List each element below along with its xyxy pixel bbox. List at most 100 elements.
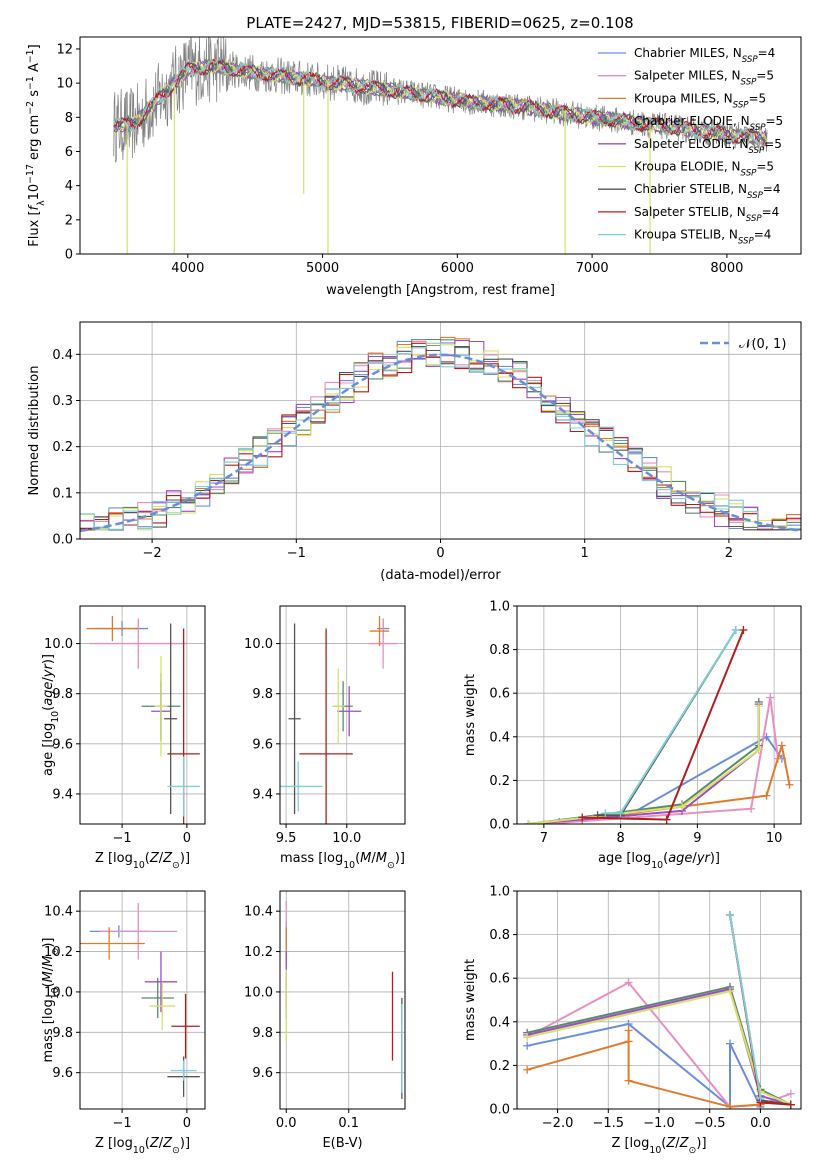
errorbar-point-salpeter_miles xyxy=(89,618,187,669)
label-part: −1 xyxy=(25,76,36,90)
x-tick-label: −1 xyxy=(113,831,132,846)
plot-area xyxy=(280,616,398,824)
legend-label: Kroupa STELIB, NSSP=4 xyxy=(634,228,771,247)
errorbar-point-salpeter_stelib xyxy=(171,993,200,1059)
errorbar-point-kroupa_stelib xyxy=(167,756,200,817)
label-part: Z [log xyxy=(95,1136,133,1151)
x-tick-label: 0 xyxy=(183,831,191,846)
y-tick-label: 0.0 xyxy=(489,818,510,833)
label-part: Z xyxy=(665,1136,676,1151)
legend-label: 𝒩(0, 1) xyxy=(739,337,786,352)
y-tick-label: 0.4 xyxy=(489,730,510,745)
weight-marker xyxy=(523,1033,532,1042)
label-part: ⊙ xyxy=(689,1145,697,1156)
y-tick-label: 10.0 xyxy=(44,637,73,652)
panels: 4000 5000 6000 7000 8000024681012wavelength … xyxy=(25,36,802,1156)
label-part: M xyxy=(41,971,56,982)
weight-marker xyxy=(726,910,734,919)
label-part: )] xyxy=(696,1136,706,1151)
weight-marker xyxy=(523,1065,532,1074)
label-part: )] xyxy=(41,938,56,948)
y-tick-label: 9.8 xyxy=(52,687,73,702)
y-tick-label: 2 xyxy=(65,213,73,228)
x-tick-label: 4000 xyxy=(171,261,204,276)
panel-spectrum: 4000 5000 6000 7000 8000 0 2 4 6 8 10 12 wavelength … xyxy=(25,36,802,298)
label-part: M xyxy=(41,956,56,967)
label-part: =4 xyxy=(762,205,780,219)
weight-marker xyxy=(756,1094,765,1103)
y-tick-label: 12 xyxy=(56,42,73,57)
y-tick-label: 0.6 xyxy=(489,972,510,987)
x-axis-label: Z [log10(Z/Z⊙)] xyxy=(611,1136,706,1156)
legend-label: Chabrier ELODIE, NSSP=5 xyxy=(634,114,783,133)
panel-age-vs-Z: −1 09.49.69.810.0Z [log10(Z/Z⊙)]age [log1… xyxy=(41,605,206,871)
plot-area xyxy=(523,910,795,1109)
panel-mass-vs-EBV: 0.0 0.1 9.6 9.8 10.0 10.2 10.4 E(B-V) xyxy=(244,890,406,1151)
errorbar-point-kroupa_elodie xyxy=(149,981,176,1031)
y-tick-label: 10.2 xyxy=(44,945,73,960)
weight-marker xyxy=(785,780,794,789)
histogram-kroupa_stelib xyxy=(80,342,801,530)
errorbar-point-kroupa_stelib xyxy=(280,761,323,812)
label-part: Kroupa MILES, N xyxy=(634,91,733,105)
label-part: / xyxy=(41,966,56,971)
weight-marker xyxy=(777,741,786,750)
axes-frame xyxy=(79,36,802,255)
label-part: s xyxy=(27,90,42,101)
y-axis-label: mass weight xyxy=(463,959,478,1041)
errorbar-point-salpeter_elodie xyxy=(337,686,362,737)
weight-marker xyxy=(754,702,763,711)
x-axis-label: mass [log10(M/M⊙)] xyxy=(280,851,405,871)
label-part: / xyxy=(41,677,56,682)
label-part: =5 xyxy=(764,137,782,151)
y-tick-label: 9.6 xyxy=(252,1066,273,1081)
label-part: erg cm xyxy=(27,115,42,164)
errorbar-point-kroupa_miles xyxy=(86,616,139,642)
y-tick-label: 0.2 xyxy=(489,1059,510,1074)
axes-frame xyxy=(79,890,206,1110)
y-tick-label: 9.8 xyxy=(252,687,273,702)
label-part: Flux [ xyxy=(27,210,42,246)
y-axis-label: mass weight xyxy=(463,674,478,756)
label-part: / xyxy=(371,851,376,866)
model-spectrum-salpeter_stelib xyxy=(113,58,768,148)
x-tick-label: 0.0 xyxy=(276,1116,297,1131)
x-tick-label: 9.5 xyxy=(276,831,297,846)
label-part: / xyxy=(159,1136,164,1151)
x-tick-label: −0.5 xyxy=(694,1116,726,1131)
y-tick-label: 0.3 xyxy=(52,394,73,409)
x-tick-label: −1.5 xyxy=(592,1116,624,1131)
panel-mass-vs-Z: −1 09.69.810.010.210.4Z [log10(Z/Z⊙)]mass… xyxy=(41,890,206,1156)
y-tick-label: 0.2 xyxy=(52,440,73,455)
x-tick-label: 0 xyxy=(436,546,444,561)
label-part: ( xyxy=(355,851,360,866)
label-part: λ xyxy=(36,200,47,206)
label-part: age xyxy=(668,851,692,866)
y-tick-label: 4 xyxy=(65,179,73,194)
label-part: f xyxy=(27,203,42,210)
axes-frame xyxy=(279,605,406,825)
y-tick-label: 9.8 xyxy=(52,1026,73,1041)
label-part: =5 xyxy=(765,114,783,128)
label-part: Chabrier ELODIE, N xyxy=(634,114,750,128)
y-tick-label: 9.4 xyxy=(52,787,73,802)
plot-area xyxy=(524,625,794,824)
label-part: ( xyxy=(663,851,668,866)
label-part: Salpeter ELODIE, N xyxy=(634,137,748,151)
label-part: Chabrier MILES, N xyxy=(634,46,742,60)
weight-line-kroupa_stelib xyxy=(605,629,737,815)
weight-marker xyxy=(726,987,734,996)
plot-area xyxy=(285,901,403,1099)
x-tick-label: 10 xyxy=(766,831,783,846)
y-tick-label: 0.4 xyxy=(489,1015,510,1030)
errorbar-point-chabrier_stelib xyxy=(288,623,301,814)
y-tick-label: 9.6 xyxy=(52,1066,73,1081)
x-tick-label: 0.0 xyxy=(750,1116,771,1131)
errorbar-point-salpeter_elodie xyxy=(144,951,178,1013)
label-part: 10 xyxy=(343,860,355,871)
label-part: −1 xyxy=(25,49,36,63)
label-part: 10 xyxy=(651,860,663,871)
y-axis-label: Normed distribution xyxy=(27,366,42,496)
label-part: =5 xyxy=(749,91,767,105)
